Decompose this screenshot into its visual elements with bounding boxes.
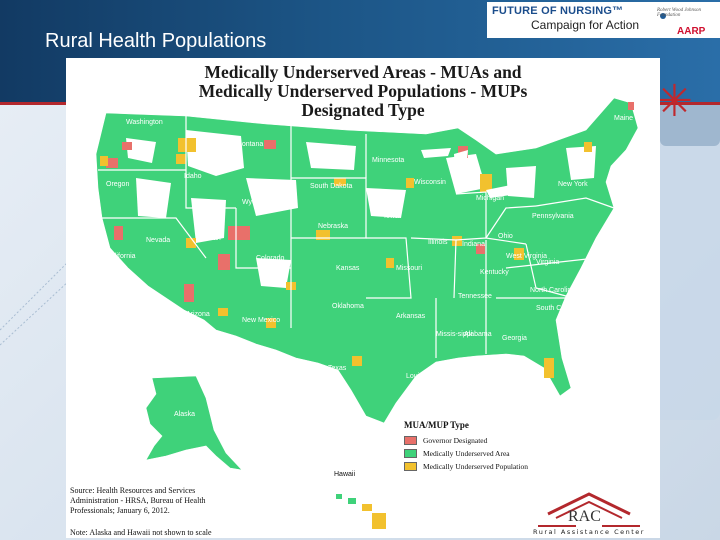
decorative-lines <box>0 259 70 346</box>
state-label-wisconsin: Wisconsin <box>414 179 446 186</box>
state-label-kentucky: Kentucky <box>480 269 509 276</box>
great-lakes <box>421 148 518 198</box>
future-of-nursing-logo: FUTURE OF NURSING™ <box>492 5 624 17</box>
state-label-north-dakota: North Dakota <box>310 145 351 152</box>
state-label-florida: Florida <box>542 399 564 406</box>
state-label-pennsylvania: Pennsylvania <box>532 213 574 220</box>
rac-mark: RAC <box>568 508 601 525</box>
state-label-alaska: Alaska <box>174 411 195 418</box>
legend-swatch-mup <box>404 462 417 471</box>
state-borders <box>98 116 615 358</box>
state-label-missouri: Missouri <box>396 265 423 272</box>
map-panel: Medically Underserved Areas - MUAs and M… <box>66 58 660 538</box>
campaign-for-action-logo: Campaign for Action <box>531 18 640 32</box>
scale-note: Note: Alaska and Hawaii not shown to sca… <box>70 528 212 537</box>
legend-title: MUA/MUP Type <box>404 420 469 430</box>
state-label-montana: Montana <box>236 141 263 148</box>
state-label-maine: Maine <box>614 115 633 122</box>
source-line-3: Professionals; January 6, 2012. <box>70 506 170 515</box>
map-source: Source: Health Resources and Services Ad… <box>70 486 310 516</box>
state-label-new-york: New York <box>558 181 588 188</box>
us-map: Washington Oregon California Nevada Idah… <box>95 97 639 529</box>
aarp-logo: AARP <box>677 26 706 37</box>
state-label-utah: Utah <box>206 235 221 242</box>
state-label-new-mexico: New Mexico <box>242 317 280 324</box>
asterisk-icon: ✳ <box>656 76 693 127</box>
state-label-wyoming: Wyoming <box>242 199 271 206</box>
source-line-1: Source: Health Resources and Services <box>70 486 196 495</box>
continental-us-shape <box>95 97 639 424</box>
alaska-shape <box>145 375 243 471</box>
state-label-virginia: Virginia <box>536 259 559 266</box>
legend-swatch-mua <box>404 449 417 458</box>
state-label-louisiana: Louisiana <box>406 373 436 380</box>
hawaii-shape <box>336 494 386 529</box>
state-label-kansas: Kansas <box>336 265 360 272</box>
state-label-arkansas: Arkansas <box>396 313 426 320</box>
map-title-line-3: Designated Type <box>301 100 425 120</box>
rac-name: Rural Assistance Center <box>533 528 645 536</box>
state-label-colorado: Colorado <box>256 255 285 262</box>
state-label-hawaii: Hawaii <box>334 471 355 478</box>
map-legend: MUA/MUP Type Governor Designated Medical… <box>404 420 564 473</box>
rac-logo: RAC Rural Assistance Center <box>518 492 660 538</box>
state-label-oklahoma: Oklahoma <box>332 303 364 310</box>
medically-underserved-population-areas <box>100 138 592 378</box>
state-label-south-carolina: South Carolina <box>536 305 582 312</box>
legend-label-mup: Medically Underserved Population <box>423 462 528 471</box>
state-label-iowa: Iowa <box>384 213 399 220</box>
state-label-south-dakota: South Dakota <box>310 183 353 190</box>
map-title-line-1: Medically Underserved Areas - MUAs and <box>204 62 522 82</box>
sponsor-logos: FUTURE OF NURSING™ Campaign for Action R… <box>487 2 720 38</box>
state-label-ohio: Ohio <box>498 233 513 240</box>
state-label-texas: Texas <box>328 365 347 372</box>
state-label-minnesota: Minnesota <box>372 157 404 164</box>
legend-item-governor: Governor Designated <box>404 434 564 447</box>
state-label-california: California <box>106 253 136 260</box>
source-line-2: Administration - HRSA, Bureau of Health <box>70 496 206 505</box>
state-label-indiana: Indiana <box>462 241 485 248</box>
state-label-nevada: Nevada <box>146 237 170 244</box>
map-title-line-2: Medically Underserved Populations - MUPs <box>198 81 528 101</box>
legend-item-mua: Medically Underserved Area <box>404 447 564 460</box>
rwjf-icon <box>660 13 666 19</box>
slide-title: Rural Health Populations <box>45 30 267 52</box>
state-label-arizona: Arizona <box>186 311 210 318</box>
state-label-idaho: Idaho <box>184 173 202 180</box>
state-label-nebraska: Nebraska <box>318 223 348 230</box>
state-label-north-carolina: North Carolina <box>530 287 575 294</box>
rac-roof-icon <box>538 492 640 527</box>
state-label-alabama: Alabama <box>464 331 492 338</box>
state-label-michigan: Michigan <box>476 195 504 202</box>
rwjf-logo: Robert Wood Johnson Foundation <box>657 8 701 18</box>
state-label-illinois: Illinois <box>428 239 448 246</box>
state-label-west-virginia: West Virginia <box>506 253 547 260</box>
state-label-mississippi: Missis-sippi <box>436 331 473 338</box>
legend-item-mup: Medically Underserved Population <box>404 460 564 473</box>
state-label-tennessee: Tennessee <box>458 293 492 300</box>
state-label-georgia: Georgia <box>502 335 527 342</box>
legend-swatch-governor <box>404 436 417 445</box>
state-label-washington: Washington <box>126 119 163 126</box>
legend-label-mua: Medically Underserved Area <box>423 449 510 458</box>
legend-label-governor: Governor Designated <box>423 436 488 445</box>
state-label-oregon: Oregon <box>106 181 129 188</box>
